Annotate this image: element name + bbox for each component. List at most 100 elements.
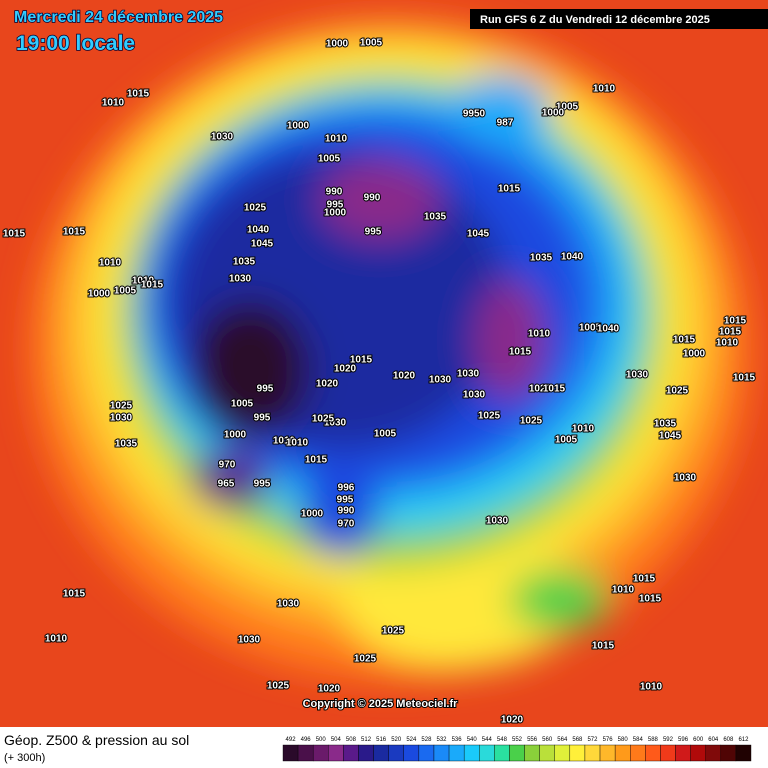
color-swatch <box>735 744 752 762</box>
color-swatch <box>675 744 691 762</box>
isobar-label: 1025 <box>382 626 405 637</box>
isobar-label: 1020 <box>529 384 552 395</box>
isobar-label: 1015 <box>592 641 615 652</box>
colorbar-tick-label: 524 <box>406 737 417 743</box>
isobar-label: 1030 <box>211 132 234 143</box>
colorbar-tick-label: 512 <box>361 737 372 743</box>
isobar-label: 1005 <box>556 102 579 113</box>
isobar-label: 996 <box>338 483 355 494</box>
isobar-label: 1015 <box>63 589 86 600</box>
isobar-label: 1035 <box>654 419 677 430</box>
isobar-label: 1030 <box>229 274 252 285</box>
isobar-label: 1000 <box>326 39 349 50</box>
color-swatch <box>463 744 480 762</box>
isobar-label: 1010 <box>640 682 663 693</box>
isobar-label: 1045 <box>251 239 274 250</box>
isobar-label: 1005 <box>374 429 397 440</box>
isobar-label: 1010 <box>325 134 348 145</box>
isobar-label: 1015 <box>719 327 742 338</box>
color-swatch <box>554 744 571 762</box>
color-swatch <box>388 744 404 762</box>
color-swatch <box>614 744 631 762</box>
color-swatch <box>509 744 525 762</box>
isobar-label: 1030 <box>324 418 347 429</box>
isobar-label: 1000 <box>324 208 347 219</box>
isobar-label: 1000 <box>542 108 565 119</box>
isobar-label: 1010 <box>102 98 125 109</box>
colorbar-tick-label: 572 <box>587 737 598 743</box>
isobar-label: 1010 <box>572 424 595 435</box>
colorbar-tick-label: 504 <box>331 737 342 743</box>
color-swatch <box>494 744 510 762</box>
colorbar-tick-label: 604 <box>708 737 719 743</box>
isobar-label: 990 <box>338 506 355 517</box>
color-swatch <box>297 744 314 762</box>
isobar-label: 1000 <box>88 289 111 300</box>
colorbar-tick-label: 588 <box>648 737 659 743</box>
color-swatch <box>599 744 616 762</box>
isobar-label: 1010 <box>593 84 616 95</box>
isobar-label: 1015 <box>498 184 521 195</box>
isobar-label: 1025 <box>666 386 689 397</box>
colorbar-tick-label: 552 <box>512 737 523 743</box>
isobar-label: 1005 <box>579 323 602 334</box>
isobar-label: 1015 <box>3 229 26 240</box>
isobar-label: 1035 <box>233 257 256 268</box>
isobar-label: 995 <box>254 479 271 490</box>
isobar-label: 1030 <box>674 473 697 484</box>
colorbar-tick-label: 592 <box>663 737 674 743</box>
color-swatch <box>433 744 450 762</box>
colorbar-tick-label: 568 <box>572 737 583 743</box>
isobar-label: 1015 <box>733 373 756 384</box>
color-swatch <box>705 744 722 762</box>
isobar-label: 1025 <box>110 401 133 412</box>
color-swatch <box>630 744 646 762</box>
isobar-label: 1010 <box>716 338 739 349</box>
time: 19:00 locale <box>16 32 135 55</box>
colorbar-tick-label: 544 <box>482 737 493 743</box>
isobar-label: 1025 <box>267 681 290 692</box>
isobar-label: 1005 <box>231 399 254 410</box>
color-swatch <box>660 744 676 762</box>
colorbar-tick-label: 556 <box>527 737 538 743</box>
isobar-label: 1010 <box>99 258 122 269</box>
color-swatch <box>690 744 706 762</box>
isobar-label: 1035 <box>424 212 447 223</box>
colorbar-tick-label: 576 <box>603 737 614 743</box>
isobar-label: 1025 <box>312 414 335 425</box>
isobar-label: 995 <box>327 200 344 211</box>
isobar-label: 1045 <box>467 229 490 240</box>
isobar-label: 1040 <box>561 252 584 263</box>
isobar-label: 1005 <box>555 435 578 446</box>
isobar-label: 9950 <box>463 109 486 120</box>
color-swatch <box>343 744 359 762</box>
colorbar-tick-label: 500 <box>316 737 327 743</box>
color-swatch <box>479 744 495 762</box>
isobar-label: 995 <box>257 384 274 395</box>
colorbar-tick-label: 508 <box>346 737 357 743</box>
color-swatch <box>524 744 540 762</box>
color-swatch <box>645 744 661 762</box>
isobar-label: 1030 <box>463 390 486 401</box>
isobar-label: 1005 <box>360 38 383 49</box>
colorbar-tick-label: 516 <box>376 737 387 743</box>
color-swatch <box>448 744 465 762</box>
isobar-label: 1015 <box>63 227 86 238</box>
colorbar-tick-label: 608 <box>723 737 734 743</box>
isobar-label: 1015 <box>305 455 328 466</box>
color-swatch <box>312 744 329 762</box>
isobar-label: 1030 <box>626 370 649 381</box>
color-swatch <box>282 744 299 762</box>
isobar-label: 1035 <box>115 439 138 450</box>
run: Run GFS 6 Z du Vendredi 12 décembre 2025 <box>480 14 710 26</box>
isobar-label: 1030 <box>457 369 480 380</box>
isobar-label: 1015 <box>509 347 532 358</box>
isobar-label: 987 <box>497 118 514 129</box>
isobar-label: 990 <box>326 187 343 198</box>
isobar-label: 1025 <box>354 654 377 665</box>
isobar-label: 1010 <box>286 438 309 449</box>
isobar-label: 1020 <box>393 371 416 382</box>
color-swatch <box>569 744 586 762</box>
isobar-label: 1040 <box>597 324 620 335</box>
